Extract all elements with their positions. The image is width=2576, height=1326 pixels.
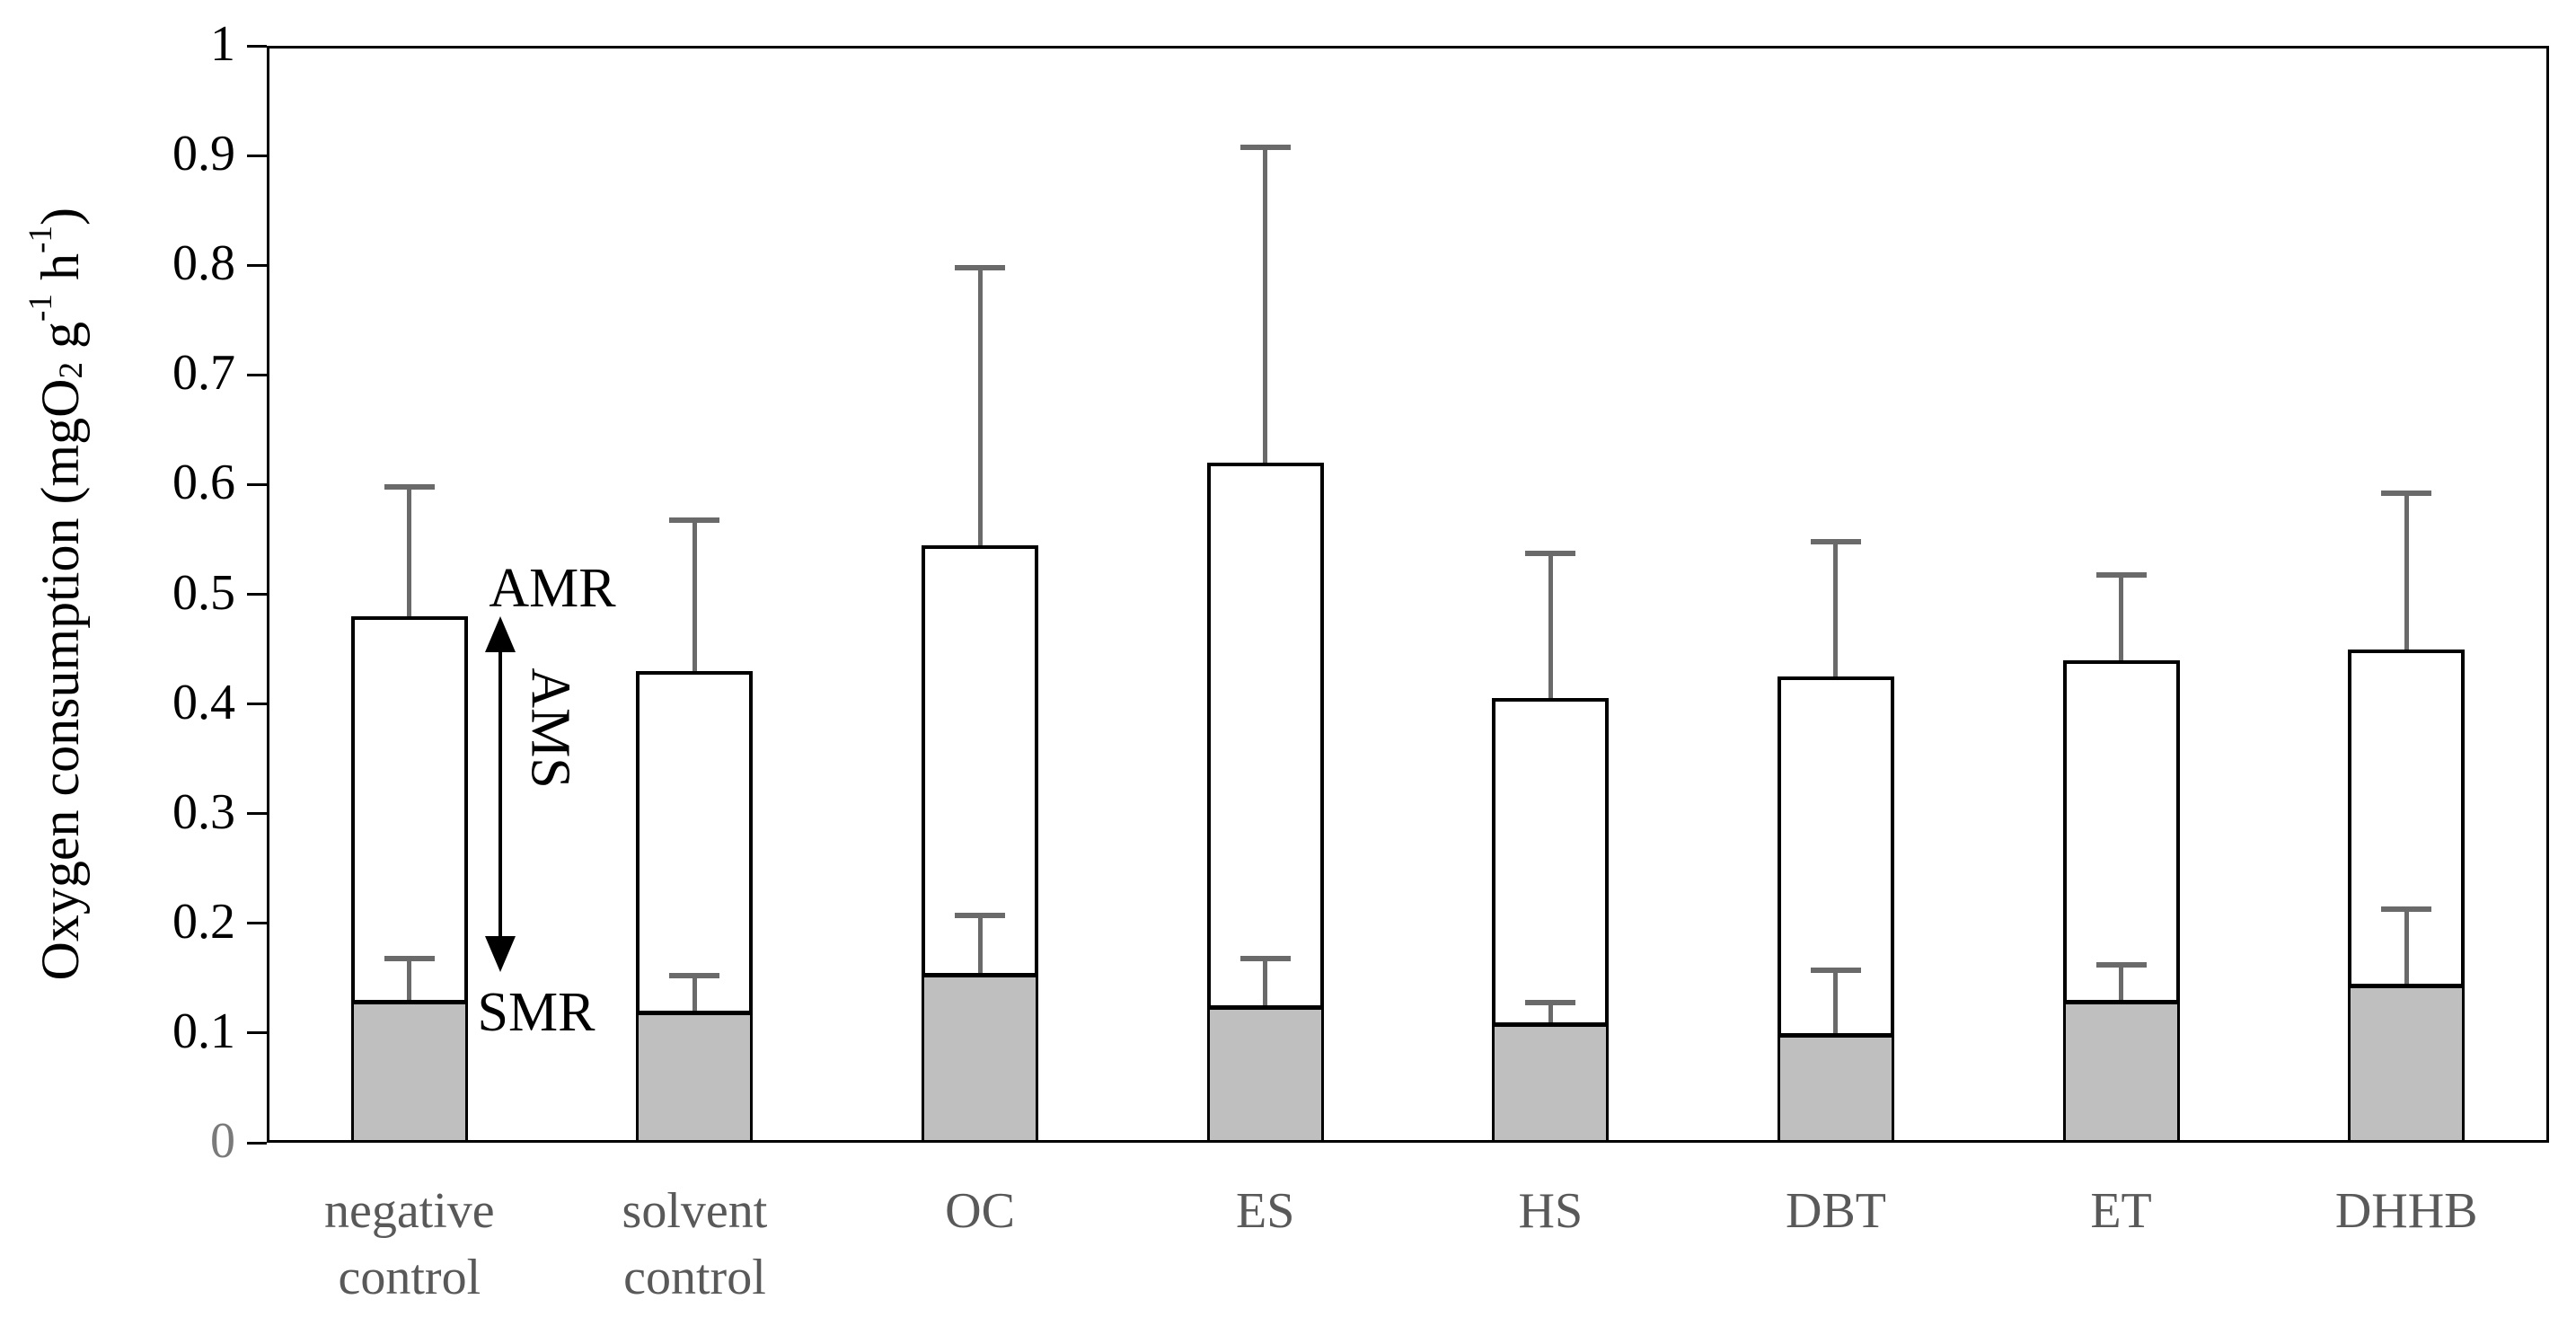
error-bar <box>384 956 435 1001</box>
bar-smr-HS <box>1492 1021 1610 1143</box>
error-bar-stem <box>692 517 697 671</box>
y-tick-mark <box>247 922 267 925</box>
error-bar-stem <box>407 956 412 1001</box>
error-bar-stem <box>1833 539 1839 677</box>
x-label-ES: ES <box>1236 1183 1295 1239</box>
y-tick-mark <box>247 373 267 376</box>
error-bar-stem <box>1833 967 1839 1033</box>
x-label-OC: OC <box>945 1183 1015 1239</box>
error-bar <box>669 972 720 1012</box>
x-label-DBT: DBT <box>1785 1183 1886 1239</box>
y-tick-label: 0.7 <box>172 345 235 402</box>
error-bar-stem <box>2119 572 2124 660</box>
error-bar-stem <box>2119 961 2124 1001</box>
error-bar-stem <box>977 912 983 973</box>
error-bar-stem <box>1263 144 1268 463</box>
arrowhead-down-icon <box>485 936 516 972</box>
error-bar <box>1525 1000 1576 1022</box>
error-bar-stem <box>2404 906 2409 984</box>
y-tick-label: 0 <box>210 1113 235 1169</box>
error-bar <box>2095 572 2147 660</box>
x-label-negative-control: negative control <box>323 1183 495 1305</box>
y-tick-label: 0.6 <box>172 455 235 511</box>
y-tick-label: 0.8 <box>172 235 235 292</box>
bar-smr-ET <box>2062 1000 2180 1143</box>
ams-range-double-arrow-icon <box>485 616 516 972</box>
y-tick-label: 0.3 <box>172 783 235 840</box>
y-tick-label: 1 <box>210 16 235 72</box>
error-bar-stem <box>1263 956 1268 1006</box>
error-bar <box>384 484 435 616</box>
y-tick-mark <box>247 593 267 596</box>
error-bar-stem <box>407 484 412 616</box>
x-label-HS: HS <box>1518 1183 1584 1239</box>
annotation-amr-label: AMR <box>489 558 616 619</box>
error-bar-stem <box>1548 550 1553 699</box>
error-bar <box>2381 490 2432 650</box>
error-bar-stem <box>1548 1000 1553 1022</box>
x-label-ET: ET <box>2090 1183 2152 1239</box>
error-bar <box>955 912 1006 973</box>
y-tick-mark <box>247 703 267 706</box>
y-tick-label: 0.9 <box>172 126 235 182</box>
annotation-smr-label: SMR <box>477 982 595 1043</box>
error-bar <box>1525 550 1576 699</box>
y-tick-mark <box>247 154 267 157</box>
error-bar <box>1810 967 1861 1033</box>
error-bar-stem <box>2404 490 2409 650</box>
y-tick-label: 0.4 <box>172 674 235 730</box>
bar-smr-solvent-control <box>636 1011 754 1143</box>
y-axis-title-text: Oxygen consumption (mgO2 g-1 h-1) <box>22 208 90 981</box>
y-tick-label: 0.5 <box>172 564 235 621</box>
arrow-stem <box>498 641 502 947</box>
y-tick-mark <box>247 263 267 267</box>
y-tick-label: 0.2 <box>172 893 235 950</box>
bar-smr-OC <box>922 972 1039 1143</box>
error-bar <box>669 517 720 671</box>
error-bar <box>1239 956 1291 1006</box>
y-axis-title: Oxygen consumption (mgO2 g-1 h-1) <box>7 46 106 1143</box>
y-tick-mark <box>247 482 267 486</box>
y-tick-mark <box>247 1031 267 1035</box>
bar-smr-ES <box>1206 1005 1324 1143</box>
bar-smr-negative-control <box>350 1000 468 1143</box>
error-bar <box>1810 539 1861 677</box>
y-tick-mark <box>247 1141 267 1145</box>
x-label-solvent-control: solvent control <box>622 1183 768 1305</box>
error-bar <box>1239 144 1291 463</box>
error-bar <box>2381 906 2432 984</box>
x-label-DHHB: DHHB <box>2334 1183 2478 1239</box>
bar-smr-DHHB <box>2348 983 2466 1143</box>
y-tick-label: 0.1 <box>172 1003 235 1059</box>
bar-smr-DBT <box>1777 1032 1894 1143</box>
y-tick-mark <box>247 812 267 816</box>
error-bar-stem <box>977 265 983 545</box>
y-tick-mark <box>247 44 267 48</box>
error-bar <box>2095 961 2147 1001</box>
error-bar <box>955 265 1006 545</box>
error-bar-stem <box>692 972 697 1012</box>
